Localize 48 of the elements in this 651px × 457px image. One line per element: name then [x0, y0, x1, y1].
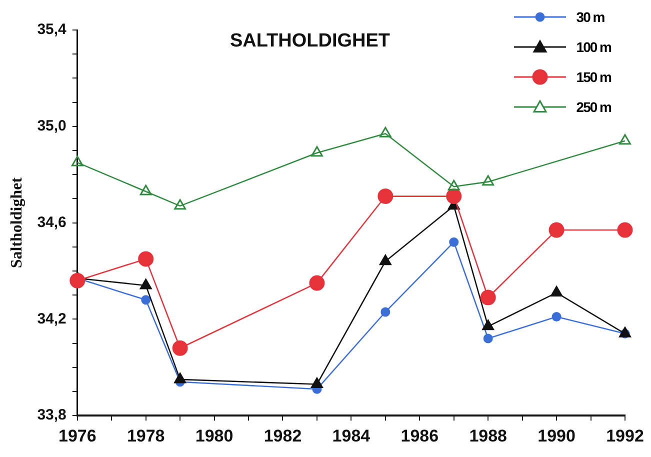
x-tick-label: 1980: [195, 426, 234, 446]
x-tick-label: 1992: [606, 426, 644, 446]
y-tick-label: 34,2: [37, 310, 66, 328]
point: [617, 222, 633, 238]
point: [548, 222, 564, 238]
point: [379, 254, 392, 266]
point: [309, 275, 325, 291]
point: [140, 278, 152, 290]
y-tick-label: 34,6: [37, 214, 66, 231]
point: [140, 184, 152, 196]
point: [550, 286, 562, 296]
y-tick-label: 35,4: [37, 21, 68, 38]
point: [380, 307, 390, 317]
point: [311, 146, 323, 157]
x-tick-label: 1982: [264, 426, 302, 446]
point: [172, 340, 188, 356]
point: [480, 290, 496, 306]
x-tick-label: 1976: [58, 426, 96, 446]
point: [482, 175, 494, 186]
point: [71, 156, 84, 166]
legend-label: 250 m: [576, 99, 611, 115]
x-tick-label: 1990: [538, 426, 576, 446]
point: [311, 378, 323, 388]
y-tick-label: 33,8: [37, 406, 66, 424]
legend-label: 150 m: [576, 69, 611, 85]
point: [446, 188, 462, 204]
x-tick-label: 1984: [332, 426, 371, 446]
point: [378, 188, 394, 204]
point: [483, 334, 493, 344]
point: [449, 237, 459, 247]
y-tick-label: 35,0: [37, 118, 66, 135]
y-axis-title: Saltholdighet: [8, 176, 26, 268]
point: [174, 199, 186, 210]
point: [619, 134, 631, 145]
point: [70, 272, 86, 288]
legend-label: 100 m: [576, 39, 611, 55]
point: [448, 180, 460, 190]
legend-label: 30 m: [576, 9, 604, 25]
point: [552, 312, 562, 322]
x-tick-label: 1986: [400, 426, 439, 446]
point: [141, 295, 151, 305]
chart-title: SALTHOLDIGHET: [230, 30, 390, 52]
x-tick-label: 1988: [469, 426, 508, 446]
point: [138, 251, 154, 267]
x-tick-label: 1978: [126, 426, 165, 446]
point: [379, 126, 392, 138]
point: [482, 320, 494, 330]
point: [174, 372, 186, 384]
